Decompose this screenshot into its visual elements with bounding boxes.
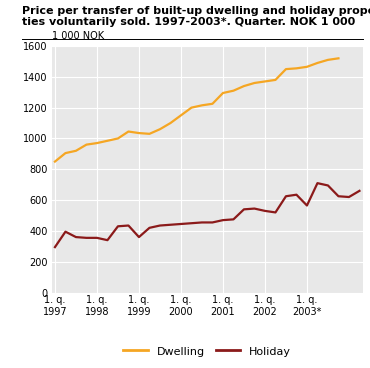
Dwelling: [242, 84, 246, 88]
Dwelling: [252, 81, 257, 85]
Holiday: [95, 236, 99, 240]
Dwelling: [168, 121, 173, 125]
Holiday: [231, 217, 236, 222]
Holiday: [336, 194, 341, 198]
Holiday: [315, 181, 320, 185]
Dwelling: [74, 149, 78, 153]
Dwelling: [231, 88, 236, 93]
Dwelling: [336, 56, 341, 60]
Text: 1 000 NOK: 1 000 NOK: [52, 31, 104, 41]
Holiday: [284, 194, 288, 198]
Holiday: [357, 189, 361, 193]
Legend: Dwelling, Holiday: Dwelling, Holiday: [119, 342, 296, 361]
Holiday: [305, 203, 309, 208]
Dwelling: [95, 141, 99, 145]
Dwelling: [273, 78, 278, 82]
Line: Dwelling: Dwelling: [55, 58, 339, 162]
Holiday: [273, 210, 278, 215]
Dwelling: [179, 113, 183, 117]
Holiday: [74, 235, 78, 239]
Holiday: [63, 230, 68, 234]
Holiday: [137, 235, 141, 239]
Dwelling: [326, 58, 330, 62]
Dwelling: [284, 67, 288, 71]
Holiday: [200, 220, 204, 224]
Holiday: [210, 220, 215, 224]
Dwelling: [63, 151, 68, 155]
Dwelling: [53, 159, 57, 164]
Dwelling: [221, 91, 225, 95]
Dwelling: [147, 132, 152, 136]
Holiday: [326, 183, 330, 188]
Dwelling: [200, 103, 204, 107]
Holiday: [221, 218, 225, 222]
Holiday: [189, 221, 194, 226]
Dwelling: [158, 127, 162, 131]
Dwelling: [189, 105, 194, 110]
Dwelling: [84, 142, 89, 147]
Dwelling: [116, 136, 120, 141]
Text: Price per transfer of built-up dwelling and holiday proper-: Price per transfer of built-up dwelling …: [22, 6, 370, 15]
Dwelling: [294, 66, 299, 71]
Holiday: [263, 209, 267, 213]
Holiday: [179, 222, 183, 226]
Dwelling: [105, 139, 110, 143]
Holiday: [242, 207, 246, 212]
Dwelling: [137, 131, 141, 135]
Dwelling: [210, 102, 215, 106]
Holiday: [294, 192, 299, 197]
Holiday: [147, 226, 152, 230]
Holiday: [116, 224, 120, 229]
Holiday: [347, 195, 351, 199]
Dwelling: [263, 79, 267, 84]
Holiday: [126, 223, 131, 228]
Dwelling: [305, 65, 309, 69]
Holiday: [84, 236, 89, 240]
Holiday: [168, 223, 173, 227]
Dwelling: [126, 129, 131, 134]
Line: Holiday: Holiday: [55, 183, 359, 247]
Holiday: [158, 223, 162, 228]
Holiday: [53, 245, 57, 249]
Text: ties voluntarily sold. 1997-2003*. Quarter. NOK 1 000: ties voluntarily sold. 1997-2003*. Quart…: [22, 17, 356, 26]
Holiday: [105, 238, 110, 243]
Dwelling: [315, 61, 320, 65]
Holiday: [252, 206, 257, 211]
